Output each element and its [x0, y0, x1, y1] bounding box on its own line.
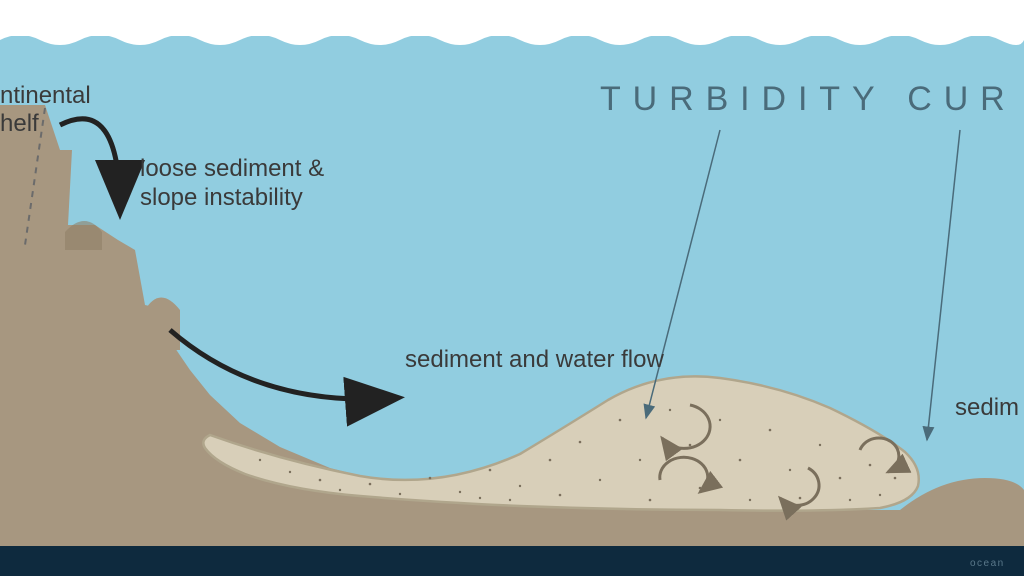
- watermark: ocean: [970, 558, 1005, 569]
- loose-sediment-label: loose sediment & slope instability: [140, 155, 324, 213]
- loose-sediment-label-line2: slope instability: [140, 184, 324, 213]
- sediment-flow-label: sediment and water flow: [405, 346, 664, 374]
- diagram-title: TURBIDITY CUR: [600, 80, 1017, 119]
- continental-shelf-label-line1: ntinental: [0, 82, 91, 110]
- continental-shelf-label-line2: helf: [0, 110, 91, 138]
- rock-mound-left: [145, 298, 180, 351]
- loose-sediment-label-line1: loose sediment &: [140, 155, 324, 184]
- turbidity-current-diagram: TURBIDITY CUR ntinental helf loose sedim…: [0, 0, 1024, 576]
- sedim-label: sedim: [955, 394, 1019, 422]
- continental-shelf-label: ntinental helf: [0, 82, 91, 137]
- bottom-bar: [0, 546, 1024, 576]
